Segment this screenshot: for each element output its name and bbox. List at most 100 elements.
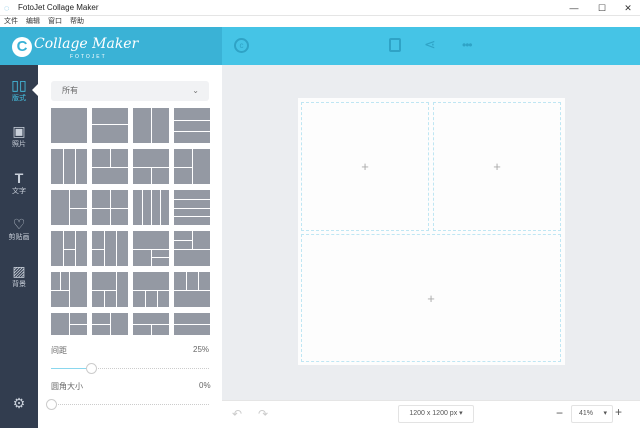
layout-cell: [174, 240, 192, 249]
size-value: 1200 x 1200 px: [409, 410, 458, 417]
spacing-slider[interactable]: [51, 368, 209, 369]
layout-cell: [76, 231, 87, 266]
chevron-down-icon: ⌄: [192, 86, 199, 95]
layout-thumbnail[interactable]: [174, 313, 210, 335]
layout-cell: [174, 120, 210, 132]
layout-cell: [92, 325, 110, 335]
layout-cell: [174, 325, 210, 335]
corner-label: 圆角大小: [51, 382, 83, 391]
maximize-button[interactable]: ☐: [597, 3, 607, 13]
layout-thumbnail[interactable]: [92, 190, 128, 225]
photo-cell[interactable]: +: [301, 102, 429, 231]
photo-cell[interactable]: +: [301, 234, 561, 362]
sidebar-item-layout[interactable]: ▯▯ 版式: [0, 77, 38, 103]
cost-icon[interactable]: c: [234, 38, 249, 53]
layout-thumbnail[interactable]: [133, 231, 169, 266]
layout-cell: [104, 290, 117, 307]
layout-cell: [152, 108, 169, 143]
layout-cell: [174, 272, 186, 290]
corner-value: 0%: [199, 381, 211, 390]
layout-thumbnail[interactable]: [174, 190, 210, 225]
photo-cell[interactable]: +: [433, 102, 561, 231]
layout-thumbnail[interactable]: [174, 149, 210, 184]
layout-thumbnail[interactable]: [133, 272, 169, 307]
sidebar-item-photo[interactable]: ▣ 照片: [0, 123, 38, 149]
layout-thumbnail[interactable]: [51, 149, 87, 184]
layout-thumbnail[interactable]: [51, 231, 87, 266]
spacing-label: 间距: [51, 346, 67, 355]
layout-cell: [51, 108, 87, 143]
sidebar-item-background[interactable]: ▨ 背景: [0, 263, 38, 289]
layout-thumbnail[interactable]: [92, 313, 128, 335]
layout-cell: [51, 290, 69, 307]
layout-cell: [174, 313, 210, 324]
layout-thumbnail[interactable]: [133, 190, 169, 225]
size-dropdown[interactable]: 1200 x 1200 px ▾: [398, 405, 474, 423]
layout-cell: [174, 199, 210, 208]
add-photo-icon: +: [493, 159, 501, 174]
layout-cell: [70, 272, 87, 307]
zoom-out-button[interactable]: −: [556, 406, 564, 420]
sidebar-item-label: 文字: [12, 188, 26, 195]
close-button[interactable]: ✕: [624, 3, 632, 13]
layout-cell: [174, 231, 192, 240]
layout-thumbnail[interactable]: [174, 272, 210, 307]
bottom-bar: ↶ ↷ 1200 x 1200 px ▾ − 41% ▾ +: [222, 400, 640, 428]
save-icon[interactable]: [389, 38, 401, 52]
layout-thumbnail[interactable]: [133, 149, 169, 184]
layout-cell: [193, 149, 210, 184]
layout-thumbnail[interactable]: [51, 313, 87, 335]
heart-icon: ♡: [12, 216, 26, 232]
undo-icon[interactable]: ↶: [232, 407, 243, 421]
layout-thumbnail[interactable]: [92, 108, 128, 143]
layout-thumbnail[interactable]: [51, 108, 87, 143]
corner-slider[interactable]: [51, 404, 209, 405]
layout-cell: [199, 272, 210, 290]
menu-edit[interactable]: 编辑: [26, 18, 40, 25]
image-icon: ▣: [12, 123, 26, 139]
menu-file[interactable]: 文件: [4, 18, 18, 25]
active-pointer: [32, 84, 38, 96]
layout-cell: [117, 231, 128, 266]
zoom-in-button[interactable]: +: [615, 405, 623, 419]
sidebar-item-clipart[interactable]: ♡ 剪贴画: [0, 216, 38, 242]
layout-cell: [70, 208, 87, 225]
layout-thumbnail[interactable]: [133, 108, 169, 143]
layout-cell: [152, 249, 169, 258]
menu-help[interactable]: 帮助: [70, 18, 84, 25]
layout-cell: [92, 208, 110, 225]
layout-cell: [70, 313, 87, 324]
layout-cell: [51, 149, 63, 184]
sidebar-item-text[interactable]: T 文字: [0, 170, 38, 196]
layout-thumbnail[interactable]: [92, 272, 128, 307]
more-icon[interactable]: •••: [462, 38, 473, 52]
layout-thumbnail[interactable]: [174, 231, 210, 266]
zoom-dropdown[interactable]: 41% ▾: [571, 405, 613, 423]
layout-cell: [145, 290, 158, 307]
layout-cell: [174, 108, 210, 120]
logo-subtext: FOTOJET: [70, 54, 107, 60]
layout-thumbnail[interactable]: [51, 190, 87, 225]
settings-button[interactable]: ⚙: [0, 395, 38, 411]
layout-thumbnail[interactable]: [92, 231, 128, 266]
spacing-slider-knob[interactable]: [85, 363, 97, 374]
sidebar-item-label: 剪贴画: [8, 234, 30, 241]
text-icon: T: [14, 170, 24, 186]
app-icon: ◌: [4, 3, 10, 13]
minimize-button[interactable]: —: [569, 3, 579, 13]
layout-thumbnail[interactable]: [174, 108, 210, 143]
share-icon[interactable]: ⋖: [424, 36, 436, 52]
redo-icon[interactable]: ↷: [258, 407, 269, 421]
layout-cell: [92, 313, 110, 324]
layout-thumbnail[interactable]: [51, 272, 87, 307]
layout-cell: [174, 132, 210, 143]
menu-window[interactable]: 窗口: [48, 18, 62, 25]
category-dropdown[interactable]: 所有 ⌄: [51, 81, 209, 101]
sidebar-item-label: 版式: [12, 95, 26, 102]
layout-cell: [174, 167, 192, 184]
layout-thumbnail[interactable]: [92, 149, 128, 184]
layout-cell: [174, 208, 210, 217]
corner-slider-knob[interactable]: [46, 399, 57, 410]
layout-thumbnail[interactable]: [133, 313, 169, 335]
spacing-value: 25%: [193, 345, 210, 354]
